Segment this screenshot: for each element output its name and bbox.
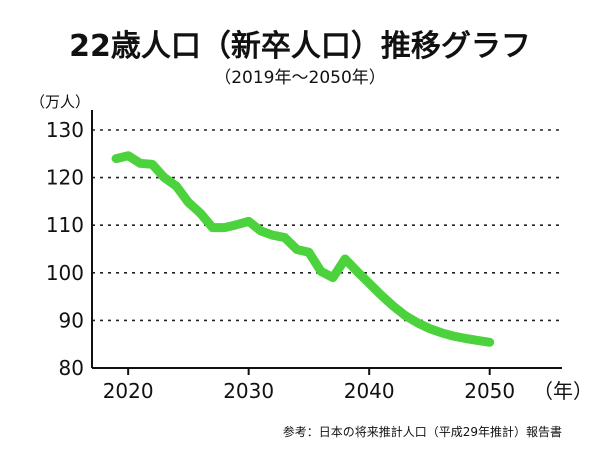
x-tick-label-2030: 2030 bbox=[223, 379, 274, 403]
y-tick-label-120: 120 bbox=[46, 166, 84, 190]
x-tick-label-2040: 2040 bbox=[344, 379, 395, 403]
series-layer bbox=[111, 151, 495, 347]
x-axis-unit-label: （年） bbox=[533, 379, 593, 403]
series-line-0 bbox=[111, 151, 495, 347]
x-tick-labels: 2020 2030 2040 2050 bbox=[103, 379, 515, 403]
y-tick-labels: 80 90 100 110 120 130 bbox=[46, 118, 84, 380]
x-tick-label-2020: 2020 bbox=[103, 379, 154, 403]
y-axis-unit-label: （万人） bbox=[30, 93, 90, 111]
chart-subtitle: （2019年～2050年） bbox=[214, 68, 386, 88]
x-tick-label-2050: 2050 bbox=[464, 379, 515, 403]
y-tick-label-130: 130 bbox=[46, 118, 84, 142]
y-tick-label-90: 90 bbox=[59, 308, 84, 332]
axes bbox=[91, 110, 562, 375]
gridlines bbox=[92, 129, 562, 322]
y-tick-label-80: 80 bbox=[59, 356, 84, 380]
chart-title: 22歳人口（新卒人口）推移グラフ bbox=[69, 29, 531, 64]
y-tick-label-110: 110 bbox=[46, 213, 84, 237]
y-tick-label-100: 100 bbox=[46, 261, 84, 285]
source-note: 参考：日本の将来推計人口（平成29年推計）報告書 bbox=[283, 424, 562, 439]
